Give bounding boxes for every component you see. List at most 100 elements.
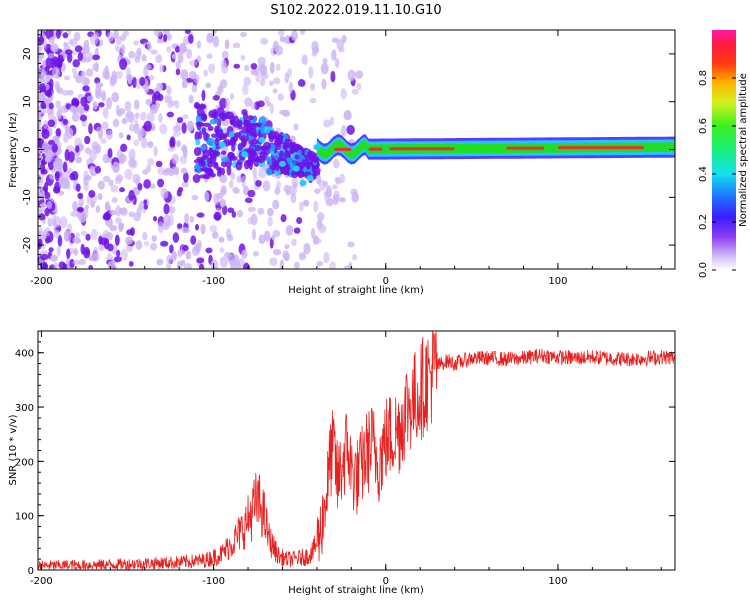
transition-blob [246, 147, 256, 156]
transition-blob [203, 167, 212, 174]
noise-blob [321, 78, 327, 90]
transition-hotspot [313, 144, 321, 151]
noise-blob [128, 260, 134, 267]
noise-blob [91, 253, 100, 262]
noise-blob [102, 230, 110, 240]
noise-blob [118, 132, 124, 139]
noise-blob [46, 200, 53, 210]
noise-blob [210, 259, 219, 269]
noise-blob [91, 54, 101, 61]
noise-blob [133, 99, 140, 110]
noise-blob [149, 242, 158, 251]
noise-blob [147, 158, 155, 166]
noise-blob [48, 139, 55, 145]
noise-blob [219, 174, 227, 184]
noise-blob [102, 175, 111, 183]
noise-blob [98, 102, 105, 108]
noise-blob [83, 39, 90, 48]
noise-blob [171, 250, 177, 262]
transition-blob [265, 167, 273, 176]
noise-blob [186, 120, 194, 132]
noise-blob [94, 77, 101, 84]
transition-blob [277, 134, 285, 139]
noise-blob [84, 204, 90, 210]
noise-blob [331, 49, 337, 61]
noise-blob [133, 40, 139, 46]
noise-blob [298, 252, 307, 261]
noise-blob [92, 144, 100, 155]
noise-blob [260, 71, 269, 80]
noise-blob [96, 126, 103, 133]
noise-blob [44, 83, 50, 91]
snr-xlabel: Height of straight line (km) [288, 585, 424, 596]
noise-blob [80, 230, 88, 236]
noise-blob [83, 246, 91, 259]
noise-blob [44, 151, 52, 159]
noise-blob [55, 100, 62, 109]
transition-blob [207, 125, 214, 132]
noise-blob [135, 240, 143, 250]
noise-blob [356, 82, 362, 91]
noise-blob [189, 216, 195, 223]
noise-blob [214, 211, 221, 220]
noise-blob [310, 227, 316, 239]
noise-blob [72, 72, 79, 80]
transition-blob [253, 145, 262, 152]
noise-blob [103, 211, 111, 221]
noise-blob [269, 103, 275, 115]
transition-blob [283, 150, 291, 159]
transition-blob [305, 159, 311, 170]
noise-blob [312, 235, 319, 245]
noise-blob [55, 128, 61, 137]
noise-blob [145, 98, 152, 106]
noise-blob [181, 144, 188, 153]
noise-blob [146, 164, 152, 173]
noise-blob [181, 79, 188, 89]
noise-blob [182, 244, 189, 252]
transition-blob [207, 162, 214, 168]
x-tick-label: 0 [383, 576, 389, 587]
noise-blob [302, 199, 310, 207]
noise-blob [78, 215, 87, 223]
noise-blob [160, 187, 169, 199]
noise-blob [233, 63, 241, 69]
noise-blob [177, 52, 184, 64]
noise-blob [80, 70, 86, 80]
noise-blob [232, 42, 241, 49]
noise-blob [74, 45, 83, 53]
noise-blob [271, 234, 276, 241]
transition-blob [242, 111, 249, 122]
noise-blob [188, 34, 194, 44]
noise-blob [120, 44, 126, 55]
colorbar-tick-label: 0.6 [698, 118, 709, 134]
transition-blob [200, 110, 206, 121]
noise-blob [316, 261, 324, 267]
noise-blob [247, 217, 253, 225]
transition-blob [250, 122, 257, 131]
x-tick-label: 0 [383, 276, 389, 287]
noise-blob [177, 223, 183, 229]
noise-blob [244, 97, 253, 107]
noise-blob [322, 180, 329, 187]
noise-blob [41, 128, 50, 139]
transition-blob [221, 150, 227, 155]
noise-blob [119, 187, 125, 193]
noise-blob [251, 228, 257, 241]
noise-blob [38, 147, 41, 155]
noise-blob [128, 189, 135, 201]
noise-blob [140, 111, 147, 121]
colorbar-gradient [712, 30, 736, 270]
transition-blob [309, 155, 316, 162]
noise-blob [63, 131, 69, 143]
noise-blob [244, 197, 253, 204]
noise-blob [62, 161, 68, 173]
x-tick-label: -100 [202, 576, 225, 587]
noise-blob [116, 110, 123, 117]
noise-blob [282, 250, 290, 260]
noise-blob [309, 97, 317, 104]
noise-blob [147, 141, 154, 148]
noise-blob [316, 173, 322, 185]
noise-blob [142, 231, 148, 241]
transition-blob [260, 124, 265, 135]
